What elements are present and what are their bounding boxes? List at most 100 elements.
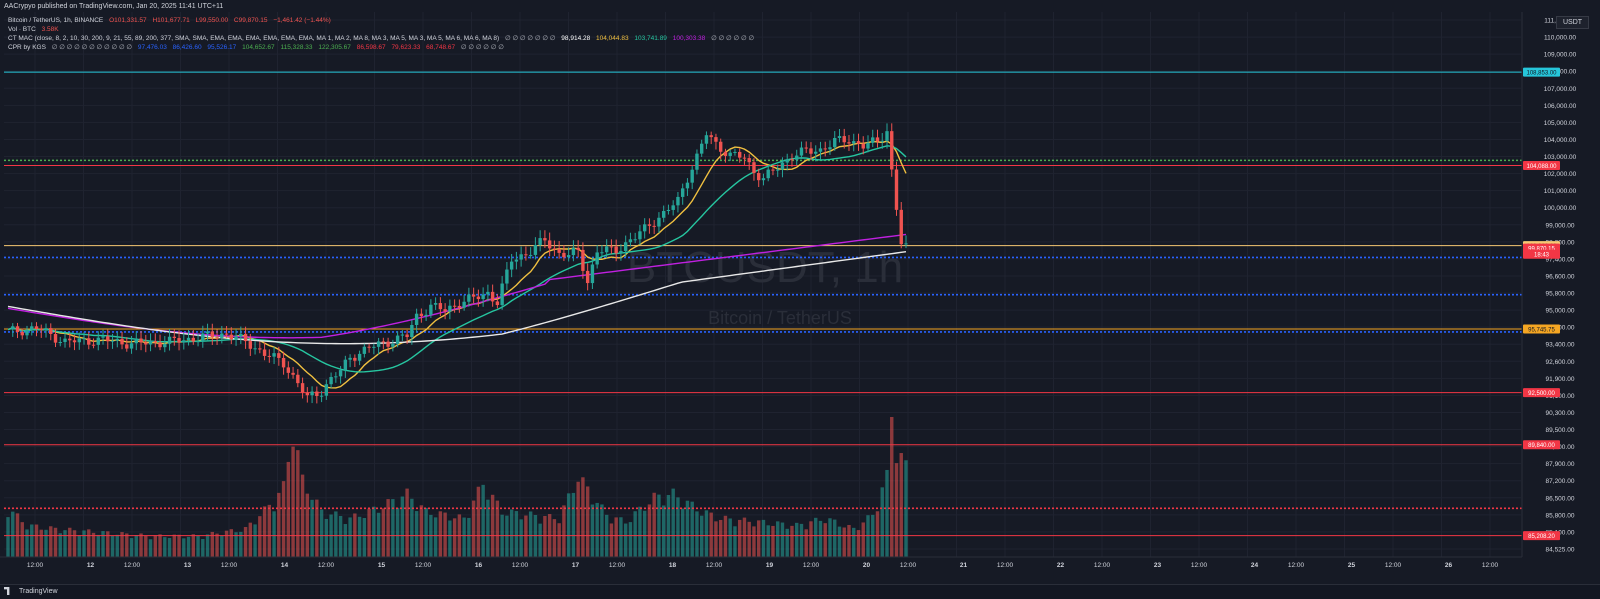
- candle-down[interactable]: [286, 367, 291, 373]
- candle-up[interactable]: [148, 340, 153, 345]
- candle-down[interactable]: [490, 291, 495, 302]
- currency-selector[interactable]: USDT: [1556, 16, 1590, 29]
- candle-up[interactable]: [376, 341, 381, 347]
- candle-up[interactable]: [77, 338, 81, 343]
- candle-down[interactable]: [747, 158, 751, 163]
- candle-down[interactable]: [718, 141, 723, 152]
- candle-up[interactable]: [163, 343, 167, 348]
- candle-up[interactable]: [799, 147, 804, 156]
- candle-up[interactable]: [904, 243, 908, 245]
- cpr-legend[interactable]: CPR by KGS ∅ ∅ ∅ ∅ ∅ ∅ ∅ ∅ ∅ ∅ ∅ 97,476.…: [8, 43, 508, 52]
- candle-up[interactable]: [467, 294, 471, 302]
- candle-up[interactable]: [481, 294, 485, 300]
- candle-up[interactable]: [391, 343, 395, 347]
- candle-down[interactable]: [585, 270, 590, 284]
- candle-down[interactable]: [381, 341, 386, 343]
- candle-down[interactable]: [714, 137, 718, 142]
- candle-up[interactable]: [828, 147, 832, 150]
- symbol-legend[interactable]: Bitcoin / TetherUS, 1h, BINANCE O101,331…: [8, 16, 335, 25]
- candle-up[interactable]: [101, 336, 105, 338]
- candle-down[interactable]: [125, 344, 129, 349]
- candle-down[interactable]: [224, 333, 229, 335]
- candle-down[interactable]: [215, 337, 219, 339]
- time-axis[interactable]: 12:00 12 12:00 13 12:00 14 12:00 15 12:00 16 12:00…: [0, 556, 1522, 569]
- candle-down[interactable]: [87, 338, 91, 345]
- candle-down[interactable]: [552, 248, 557, 250]
- candle-down[interactable]: [856, 141, 861, 144]
- candle-down[interactable]: [757, 173, 761, 181]
- candle-up[interactable]: [619, 250, 623, 254]
- candle-down[interactable]: [15, 326, 20, 333]
- candle-up[interactable]: [628, 239, 633, 243]
- candle-down[interactable]: [305, 392, 310, 396]
- candle-up[interactable]: [429, 304, 433, 315]
- candle-down[interactable]: [652, 225, 656, 227]
- candle-down[interactable]: [296, 374, 300, 384]
- candle-down[interactable]: [723, 151, 728, 156]
- candle-up[interactable]: [500, 283, 504, 306]
- candle-down[interactable]: [804, 147, 808, 149]
- candle-up[interactable]: [695, 153, 699, 170]
- candle-up[interactable]: [814, 151, 818, 154]
- candle-up[interactable]: [728, 152, 732, 156]
- candle-up[interactable]: [538, 238, 542, 245]
- candle-down[interactable]: [576, 247, 580, 250]
- candle-up[interactable]: [590, 264, 595, 284]
- candle-up[interactable]: [338, 370, 343, 377]
- candle-up[interactable]: [852, 141, 856, 144]
- candle-down[interactable]: [823, 148, 827, 150]
- volume-legend[interactable]: Vol · BTC 3.58K: [8, 25, 63, 34]
- candle-up[interactable]: [462, 301, 466, 308]
- candle-up[interactable]: [657, 217, 661, 227]
- candle-up[interactable]: [761, 178, 766, 181]
- candle-up[interactable]: [880, 140, 884, 142]
- candle-up[interactable]: [129, 343, 134, 349]
- candle-up[interactable]: [182, 340, 186, 343]
- candle-up[interactable]: [571, 247, 576, 256]
- candle-down[interactable]: [210, 331, 215, 338]
- candle-down[interactable]: [267, 355, 272, 357]
- candle-up[interactable]: [201, 333, 205, 342]
- candle-up[interactable]: [44, 328, 48, 331]
- candle-down[interactable]: [609, 246, 614, 248]
- candle-up[interactable]: [186, 337, 191, 341]
- candle-up[interactable]: [733, 151, 737, 153]
- candle-up[interactable]: [400, 334, 405, 336]
- ctmac-legend[interactable]: CT MAC (close, 8, 2, 10, 30, 200, 9, 21,…: [8, 34, 758, 43]
- symbol-title[interactable]: Bitcoin / TetherUS, 1h, BINANCE: [8, 17, 104, 24]
- candle-up[interactable]: [509, 261, 514, 270]
- candle-up[interactable]: [310, 391, 314, 396]
- candle-up[interactable]: [110, 340, 115, 342]
- candle-up[interactable]: [766, 169, 770, 179]
- candle-down[interactable]: [457, 305, 462, 308]
- candle-up[interactable]: [357, 353, 362, 361]
- candle-up[interactable]: [642, 224, 647, 232]
- candles[interactable]: [11, 123, 908, 404]
- candle-up[interactable]: [414, 313, 419, 325]
- candle-down[interactable]: [899, 209, 903, 245]
- ctmac-label[interactable]: CT MAC (close, 8, 2, 10, 30, 200, 9, 21,…: [8, 35, 500, 42]
- candle-up[interactable]: [196, 341, 200, 343]
- candle-down[interactable]: [68, 338, 72, 341]
- candle-down[interactable]: [49, 328, 53, 335]
- tradingview-logo[interactable]: TradingView: [4, 587, 58, 595]
- candle-down[interactable]: [476, 296, 481, 300]
- candle-up[interactable]: [448, 305, 452, 312]
- candle-up[interactable]: [566, 255, 571, 258]
- candle-down[interactable]: [894, 169, 899, 210]
- candle-down[interactable]: [524, 254, 528, 256]
- candle-up[interactable]: [25, 329, 29, 336]
- candle-down[interactable]: [243, 333, 248, 342]
- price-axis[interactable]: 111,000.00110,000.00109,000.00108,000.00…: [1521, 12, 1577, 557]
- candle-down[interactable]: [229, 334, 234, 340]
- candle-down[interactable]: [742, 157, 747, 159]
- candle-down[interactable]: [172, 336, 176, 339]
- candle-up[interactable]: [372, 346, 376, 348]
- candle-up[interactable]: [167, 336, 172, 344]
- candle-up[interactable]: [63, 338, 67, 343]
- candle-down[interactable]: [72, 340, 77, 343]
- candle-up[interactable]: [334, 376, 338, 378]
- candle-up[interactable]: [220, 333, 224, 338]
- candle-down[interactable]: [315, 391, 319, 397]
